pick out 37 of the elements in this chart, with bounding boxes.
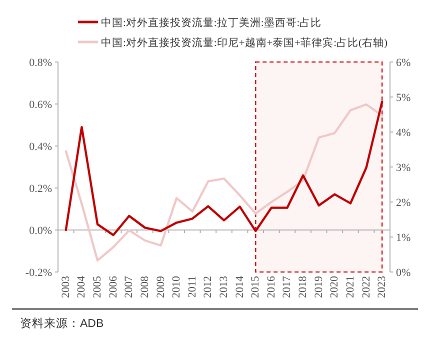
y-tick-label: -0.2%	[25, 267, 52, 279]
x-tick-label: 2008	[138, 276, 151, 298]
y-tick-label: 0.0%	[29, 225, 52, 237]
x-tick-label: 2017	[281, 276, 294, 298]
x-tick-label: 2010	[170, 276, 183, 298]
y-tick-label: 0.4%	[29, 141, 52, 153]
x-tick-label: 2013	[218, 276, 230, 298]
x-tick-label: 2023	[376, 276, 388, 298]
text: 资料来源：ADB	[20, 317, 104, 330]
legend-label: 中国:对外直接投资流量:印尼+越南+泰国+菲律宾:占比(右轴)	[101, 36, 388, 49]
x-tick-label: 2020	[328, 276, 341, 298]
y2-tick-label: 1%	[396, 232, 411, 244]
y2-tick-label: 5%	[396, 92, 411, 104]
x-tick-label: 2021	[344, 276, 356, 298]
y2-tick-label: 0%	[396, 267, 411, 279]
x-tick-label: 2014	[234, 276, 246, 298]
x-tick-label: 2016	[265, 276, 278, 298]
legend-label: 中国:对外直接投资流量:拉丁美洲:墨西哥:占比	[101, 16, 322, 29]
x-tick-label: 2012	[202, 276, 214, 298]
x-tick-label: 2018	[297, 276, 310, 298]
y2-tick-label: 3%	[396, 162, 411, 174]
y2-tick-label: 2%	[396, 197, 411, 209]
y-tick-label: 0.8%	[29, 57, 52, 69]
x-tick-label: 2005	[92, 276, 104, 298]
x-tick-label: 2007	[123, 276, 136, 298]
y-tick-label: 0.6%	[29, 99, 52, 111]
x-tick-label: 2011	[186, 276, 198, 298]
x-tick-label: 2019	[312, 276, 325, 298]
x-tick-label: 2015	[250, 276, 262, 298]
x-tick-label: 2022	[360, 276, 372, 298]
y2-tick-label: 6%	[396, 57, 411, 69]
x-tick-label: 2004	[76, 276, 88, 298]
x-tick-label: 2006	[107, 276, 120, 298]
y2-tick-label: 4%	[396, 127, 411, 139]
y-tick-label: 0.2%	[29, 183, 52, 195]
x-tick-label: 2003	[60, 276, 72, 298]
x-tick-label: 2009	[154, 276, 167, 298]
